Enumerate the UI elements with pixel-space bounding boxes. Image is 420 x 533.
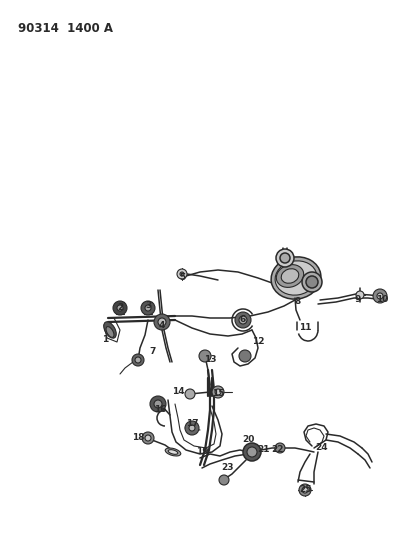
Text: 5: 5 — [179, 273, 185, 282]
Text: 15: 15 — [212, 390, 224, 399]
Text: 7: 7 — [150, 348, 156, 357]
Circle shape — [219, 475, 229, 485]
Circle shape — [154, 314, 170, 330]
Circle shape — [377, 293, 383, 299]
Ellipse shape — [275, 261, 317, 295]
Text: 20: 20 — [242, 435, 254, 445]
Circle shape — [145, 435, 151, 441]
Text: 19: 19 — [196, 448, 208, 456]
Circle shape — [280, 253, 290, 263]
Circle shape — [247, 447, 257, 457]
Text: 6: 6 — [240, 316, 246, 325]
Circle shape — [302, 272, 322, 292]
Text: 11: 11 — [299, 324, 311, 333]
Ellipse shape — [281, 269, 299, 283]
Circle shape — [276, 249, 294, 267]
Text: 9: 9 — [355, 295, 361, 304]
Circle shape — [302, 487, 308, 493]
Text: 16: 16 — [154, 406, 166, 415]
Circle shape — [150, 396, 166, 412]
Circle shape — [215, 389, 221, 395]
Circle shape — [239, 316, 247, 324]
Text: 18: 18 — [132, 433, 144, 442]
Circle shape — [158, 318, 166, 326]
Ellipse shape — [276, 264, 304, 287]
Circle shape — [299, 484, 311, 496]
Text: 4: 4 — [159, 320, 165, 329]
Text: 17: 17 — [186, 419, 198, 429]
Text: 24: 24 — [316, 443, 328, 453]
Circle shape — [235, 312, 251, 328]
Circle shape — [373, 289, 387, 303]
Circle shape — [177, 269, 187, 279]
Text: 3: 3 — [145, 302, 151, 311]
Circle shape — [180, 272, 184, 276]
Circle shape — [275, 443, 285, 453]
Circle shape — [142, 432, 154, 444]
Circle shape — [113, 301, 127, 315]
Circle shape — [243, 443, 261, 461]
Text: 13: 13 — [204, 356, 216, 365]
Text: 23: 23 — [222, 464, 234, 472]
Circle shape — [185, 389, 195, 399]
Text: 14: 14 — [172, 387, 184, 397]
Text: 90314  1400 A: 90314 1400 A — [18, 22, 113, 35]
Text: 10: 10 — [376, 295, 388, 304]
Circle shape — [306, 276, 318, 288]
Circle shape — [141, 301, 155, 315]
Ellipse shape — [106, 327, 114, 337]
Text: 25: 25 — [300, 486, 312, 495]
Circle shape — [212, 386, 224, 398]
Circle shape — [356, 291, 364, 299]
Text: 2: 2 — [117, 303, 123, 312]
Text: 8: 8 — [295, 297, 301, 306]
Ellipse shape — [104, 322, 116, 338]
Circle shape — [145, 305, 151, 311]
Circle shape — [117, 305, 123, 311]
Circle shape — [185, 421, 199, 435]
Text: 1: 1 — [102, 335, 108, 344]
Text: 21: 21 — [258, 446, 270, 455]
Circle shape — [239, 350, 251, 362]
Circle shape — [189, 425, 195, 431]
Ellipse shape — [165, 448, 181, 456]
Ellipse shape — [168, 450, 178, 454]
Circle shape — [132, 354, 144, 366]
Ellipse shape — [271, 257, 321, 299]
Circle shape — [199, 350, 211, 362]
Text: 22: 22 — [272, 446, 284, 455]
Circle shape — [154, 400, 162, 408]
Circle shape — [135, 357, 141, 363]
Text: 12: 12 — [252, 337, 264, 346]
